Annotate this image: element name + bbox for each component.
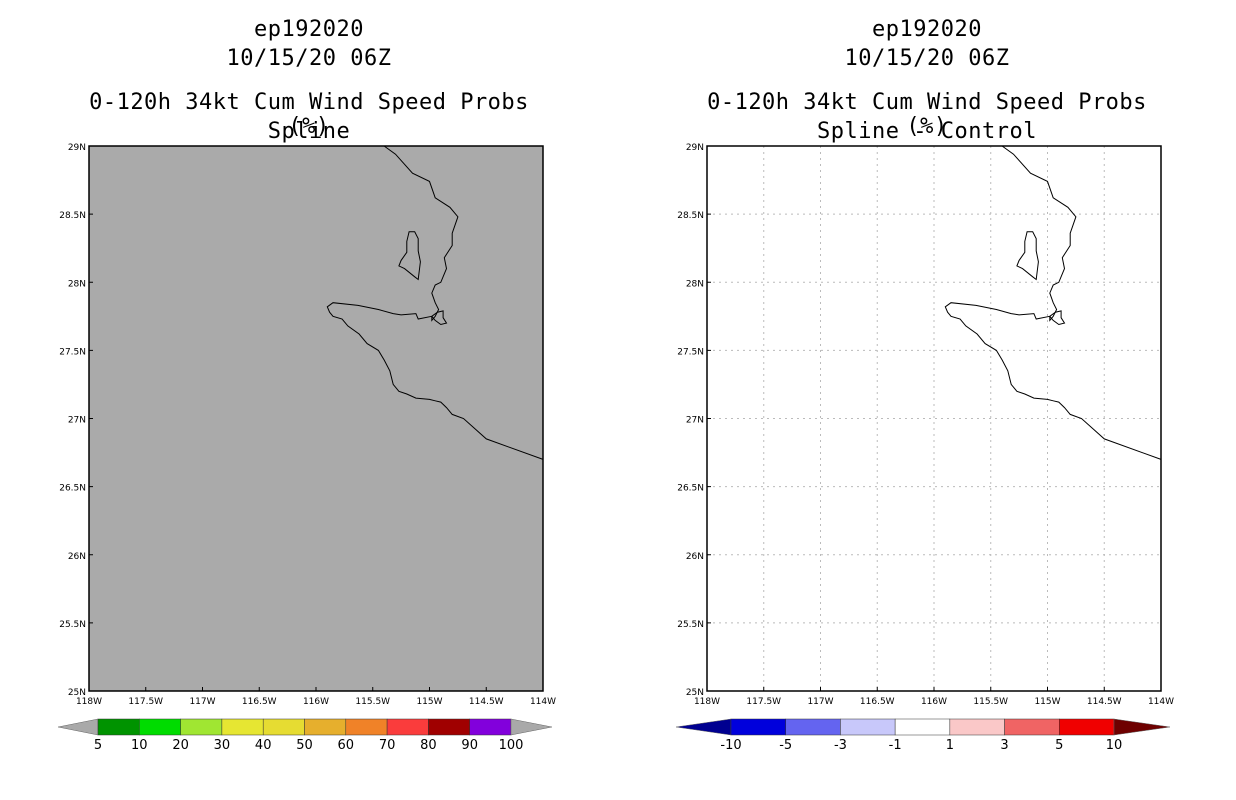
colorbar-label: 3 bbox=[1000, 738, 1008, 753]
x-tick-label: 117.5W bbox=[746, 697, 781, 707]
colorbar-segment bbox=[345, 718, 388, 736]
x-tick-label: 117W bbox=[189, 697, 215, 707]
x-tick-label: 115.5W bbox=[355, 697, 390, 707]
coastline-mainland bbox=[944, 145, 1162, 460]
colorbar-segment bbox=[469, 718, 512, 736]
colorbar-label: 20 bbox=[172, 738, 189, 753]
colorbar-label: 60 bbox=[338, 738, 355, 753]
y-tick-label: 29N bbox=[686, 143, 704, 153]
x-tick-label: 116.5W bbox=[860, 697, 895, 707]
y-tick-label: 26.5N bbox=[677, 484, 704, 494]
colorbar-segment bbox=[1004, 718, 1060, 736]
left-map-group: 118W 117.5W 117W 116.5W 116W 115.5W 115W 114.5W… bbox=[57, 143, 556, 753]
colorbar-segment bbox=[262, 718, 305, 736]
map-frame bbox=[706, 145, 1162, 692]
left-storm-id: ep192020 bbox=[254, 17, 364, 42]
colorbar-segment bbox=[97, 718, 140, 736]
probability-field bbox=[89, 146, 543, 691]
y-tick-label: 26.5N bbox=[59, 484, 86, 494]
y-tick-label: 25.5N bbox=[677, 620, 704, 630]
right-map-group: 118W 117.5W 117W 116.5W 116W 115.5W 115W 114.5W… bbox=[675, 143, 1174, 753]
map-frame bbox=[88, 145, 544, 692]
coastline-island bbox=[1016, 231, 1039, 281]
colorbar-label: -10 bbox=[720, 738, 741, 753]
y-tick-label: 28.5N bbox=[677, 211, 704, 221]
left-chart-title: 0-120h 34kt Cum Wind Speed Probs (%) bbox=[89, 90, 529, 139]
colorbar-segment bbox=[139, 718, 181, 736]
y-tick-label: 27N bbox=[68, 416, 86, 426]
colorbar-segment bbox=[730, 718, 786, 736]
colorbar-label: 10 bbox=[1106, 738, 1123, 753]
colorbar-segment bbox=[386, 718, 429, 736]
right-datetime: 10/15/20 06Z bbox=[844, 46, 1010, 71]
colorbar-under-triangle bbox=[57, 718, 99, 736]
x-tick-label: 116W bbox=[303, 697, 329, 707]
x-tick-label: 115W bbox=[1034, 697, 1060, 707]
x-tick-label: 116.5W bbox=[242, 697, 277, 707]
coastline-mainland bbox=[326, 145, 544, 460]
x-tick-label: 117W bbox=[807, 697, 833, 707]
y-tick-label: 29N bbox=[68, 143, 86, 153]
probability-field bbox=[707, 146, 1161, 691]
colorbar-segment bbox=[785, 718, 841, 736]
y-tick-label: 25N bbox=[68, 688, 86, 698]
y-tick-label: 28N bbox=[68, 279, 86, 289]
coastline-inlet bbox=[431, 310, 448, 326]
left-datetime: 10/15/20 06Z bbox=[226, 46, 392, 71]
colorbar-label: 10 bbox=[131, 738, 148, 753]
x-tick-label: 115.5W bbox=[973, 697, 1008, 707]
colorbar-label: 80 bbox=[420, 738, 437, 753]
colorbar-over-triangle bbox=[1113, 718, 1171, 736]
y-tick-label: 25.5N bbox=[59, 620, 86, 630]
colorbar-label: 5 bbox=[94, 738, 102, 753]
x-tick-label: 114W bbox=[1148, 697, 1174, 707]
right-chart-title: 0-120h 34kt Cum Wind Speed Probs (%) bbox=[707, 90, 1147, 139]
y-tick-label: 28.5N bbox=[59, 211, 86, 221]
x-tick-label: 114.5W bbox=[469, 697, 504, 707]
colorbar-label: 1 bbox=[946, 738, 954, 753]
colorbar-segment bbox=[840, 718, 896, 736]
colorbar-label: -5 bbox=[779, 738, 792, 753]
y-tick-label: 27N bbox=[686, 416, 704, 426]
x-tick-label: 114.5W bbox=[1087, 697, 1122, 707]
x-tick-label: 118W bbox=[76, 697, 102, 707]
y-tick-label: 27.5N bbox=[677, 347, 704, 357]
coastline-inlet bbox=[1049, 310, 1066, 326]
x-tick-label: 114W bbox=[530, 697, 556, 707]
colorbar-label: -1 bbox=[889, 738, 902, 753]
colorbar-label: 100 bbox=[499, 738, 524, 753]
right-storm-id: ep192020 bbox=[872, 17, 982, 42]
colorbar-segment bbox=[894, 718, 951, 736]
colorbar-under-triangle bbox=[675, 718, 732, 736]
colorbar-segment bbox=[1059, 718, 1115, 736]
y-tick-label: 28N bbox=[686, 279, 704, 289]
left-chart-subtitle: Spline bbox=[267, 119, 351, 144]
colorbar-segment bbox=[180, 718, 223, 736]
x-tick-label: 117.5W bbox=[128, 697, 163, 707]
y-tick-label: 26N bbox=[686, 552, 704, 562]
colorbar-segment bbox=[221, 718, 264, 736]
colorbar-segment bbox=[304, 718, 347, 736]
colorbar-segment bbox=[949, 718, 1005, 736]
colorbar-segment bbox=[428, 718, 470, 736]
colorbar-label: 5 bbox=[1055, 738, 1063, 753]
right-chart-subtitle: Spline - Control bbox=[817, 119, 1037, 144]
y-tick-label: 25N bbox=[686, 688, 704, 698]
coastline-island bbox=[398, 231, 421, 281]
x-tick-label: 115W bbox=[416, 697, 442, 707]
y-tick-label: 27.5N bbox=[59, 347, 86, 357]
colorbar-label: 30 bbox=[214, 738, 231, 753]
x-tick-label: 116W bbox=[921, 697, 947, 707]
colorbar-label: 90 bbox=[461, 738, 478, 753]
colorbar-label: 40 bbox=[255, 738, 272, 753]
x-tick-label: 118W bbox=[694, 697, 720, 707]
colorbar-label: 70 bbox=[379, 738, 396, 753]
colorbar-over-triangle bbox=[510, 718, 553, 736]
y-tick-label: 26N bbox=[68, 552, 86, 562]
colorbar-label: 50 bbox=[296, 738, 313, 753]
colorbar-label: -3 bbox=[834, 738, 847, 753]
